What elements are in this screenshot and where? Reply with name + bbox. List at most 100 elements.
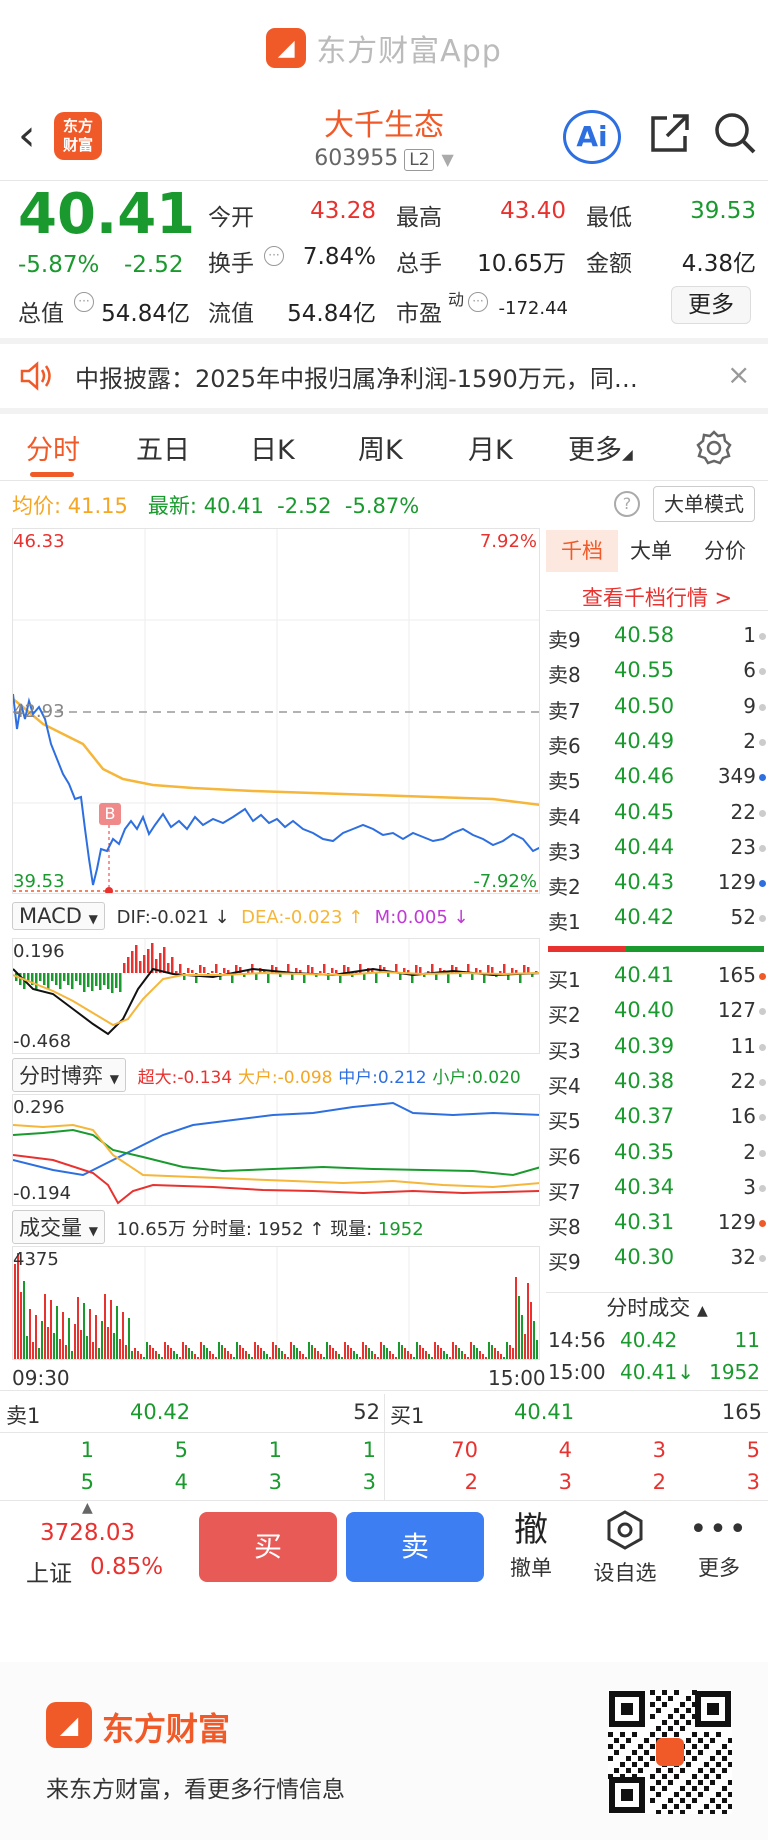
- mktcap-value: 54.84亿: [101, 301, 190, 327]
- search-icon[interactable]: [710, 108, 760, 158]
- bid-level-label: 买7: [548, 1179, 581, 1204]
- close-icon[interactable]: ×: [727, 358, 751, 391]
- bid-level-row[interactable]: 买3 40.39 11: [548, 1029, 766, 1064]
- macd-chart[interactable]: 0.196 -0.468: [12, 938, 540, 1054]
- bid-level-row[interactable]: 买4 40.38 22: [548, 1064, 766, 1099]
- up-arrow-icon: ▲: [82, 1500, 93, 1516]
- cancel-order-button[interactable]: 撤 撤单: [496, 1508, 566, 1582]
- bid-level-volume: 16: [730, 1104, 756, 1129]
- game-chart[interactable]: 0.296 -0.194: [12, 1094, 540, 1206]
- avg-label: 均价:: [12, 494, 62, 518]
- ask-level-row[interactable]: 卖1 40.42 52: [548, 900, 766, 935]
- tab-more[interactable]: 更多◢: [568, 435, 633, 466]
- tab-big-order[interactable]: 大单: [630, 539, 672, 563]
- bid-level-price: 40.39: [614, 1033, 675, 1058]
- info-icon[interactable]: ···: [468, 292, 488, 312]
- bid-level-row[interactable]: 买5 40.37 16: [548, 1099, 766, 1134]
- bid-level-row[interactable]: 买2 40.40 127: [548, 993, 766, 1028]
- dropdown-caret-icon: ▼: [109, 1072, 119, 1086]
- buy-button[interactable]: 买: [199, 1512, 337, 1582]
- ask-level-volume: 129: [717, 870, 756, 895]
- trade-price: 40.42: [620, 1328, 678, 1352]
- bid-level-row[interactable]: 买6 40.35 2: [548, 1135, 766, 1170]
- bid-level-volume: 165: [717, 963, 756, 987]
- high-label: 最高: [396, 205, 442, 231]
- ask-level-row[interactable]: 卖2 40.43 129: [548, 865, 766, 900]
- bid-level-row[interactable]: 买1 40.41 165: [548, 958, 766, 993]
- ask-level-label: 卖7: [548, 698, 581, 723]
- info-icon[interactable]: ···: [74, 292, 94, 312]
- ai-assistant-button[interactable]: Ai: [563, 110, 621, 164]
- sell-button[interactable]: 卖: [346, 1512, 484, 1582]
- volume-chart[interactable]: 4375: [12, 1246, 540, 1360]
- tab-day-k[interactable]: 日K: [250, 435, 295, 466]
- index-pct[interactable]: 0.85%: [90, 1554, 164, 1580]
- latest-pct: -5.87%: [344, 494, 420, 518]
- tab-week-k[interactable]: 周K: [358, 435, 403, 466]
- game-selector[interactable]: 分时博弈 ▼: [12, 1058, 126, 1092]
- ask-level-volume: 52: [730, 905, 756, 930]
- ask-level-row[interactable]: 卖5 40.46 349: [548, 759, 766, 794]
- cancel-icon: 撤: [514, 1510, 548, 1550]
- intraday-summary: 均价: 41.15 最新: 40.41 -2.52 -5.87%: [12, 490, 419, 520]
- qr-code-icon[interactable]: [608, 1690, 732, 1814]
- tab-intraday[interactable]: 分时: [26, 435, 80, 466]
- open-value: 43.28: [310, 198, 376, 224]
- add-watchlist-button[interactable]: 设自选: [590, 1508, 660, 1587]
- index-value[interactable]: 3728.03: [40, 1520, 136, 1546]
- tab-thousand-level[interactable]: 千档: [546, 530, 618, 572]
- stock-name[interactable]: 大千生态: [324, 108, 444, 143]
- help-icon[interactable]: ?: [614, 491, 640, 517]
- buy-queue-cell: 2: [464, 1470, 478, 1494]
- tab-price-dist[interactable]: 分价: [704, 539, 746, 563]
- notice-bar[interactable]: 中报披露：2025年中报归属净利润-1590万元，同… ×: [0, 344, 768, 408]
- high-value: 43.40: [500, 198, 566, 224]
- ask-level-row[interactable]: 卖4 40.45 22: [548, 795, 766, 830]
- app-title: 东方财富App: [316, 34, 502, 69]
- tab-month-k[interactable]: 月K: [468, 435, 513, 466]
- index-name[interactable]: 上证: [26, 1561, 72, 1587]
- trades-title[interactable]: 分时成交 ▲: [606, 1296, 708, 1320]
- more-quote-button[interactable]: 更多: [671, 286, 751, 324]
- sell-queue-cell: 3: [268, 1470, 282, 1494]
- bid-level-row[interactable]: 买7 40.34 3: [548, 1170, 766, 1205]
- stock-code-row[interactable]: 603955 L2 ▼: [0, 146, 768, 171]
- caret-up-icon: ▲: [696, 1303, 708, 1319]
- ask-level-row[interactable]: 卖7 40.50 9: [548, 689, 766, 724]
- order-dot-icon: [759, 703, 766, 711]
- ask-level-volume: 6: [743, 658, 756, 683]
- stock-code: 603955: [314, 146, 399, 171]
- bid-level-price: 40.30: [614, 1245, 675, 1270]
- bid-level-row[interactable]: 买8 40.31 129: [548, 1205, 766, 1240]
- amount-value: 4.38亿: [681, 251, 756, 277]
- order-dot-icon: [759, 915, 766, 923]
- more-actions-button[interactable]: ••• 更多: [684, 1508, 754, 1582]
- bid-level-row[interactable]: 买9 40.30 32: [548, 1240, 766, 1275]
- bid-level-label: 买8: [548, 1215, 581, 1240]
- view-thousand-levels-link[interactable]: 查看千档行情 >: [581, 586, 733, 610]
- ask-level-row[interactable]: 卖3 40.44 23: [548, 830, 766, 865]
- volume-selector[interactable]: 成交量 ▼: [12, 1210, 105, 1244]
- queue-buy-label: 买1: [390, 1404, 425, 1428]
- action-bar: ▲ 3728.03 上证 0.85% 买 卖 撤 撤单 设自选 ••• 更多: [0, 1500, 768, 1600]
- gear-icon[interactable]: [694, 428, 734, 468]
- pct-axis-top-label: 7.92%: [479, 531, 537, 552]
- buy-queue-cell: 5: [746, 1438, 760, 1462]
- ask-level-row[interactable]: 卖9 40.58 1: [548, 618, 766, 653]
- macd-selector[interactable]: MACD ▼: [12, 902, 105, 930]
- ask-level-row[interactable]: 卖8 40.55 6: [548, 653, 766, 688]
- ask-level-volume: 9: [743, 693, 756, 718]
- game-y-top: 0.296: [13, 1097, 65, 1118]
- price-chart[interactable]: B 46.33 42.93 39.53 7.92% -7.92%: [12, 528, 540, 894]
- game-small: 小户:0.020: [432, 1068, 521, 1088]
- big-order-mode-button[interactable]: 大单模式: [653, 486, 755, 522]
- ask-level-row[interactable]: 卖6 40.49 2: [548, 724, 766, 759]
- order-dot-icon: [759, 1184, 766, 1192]
- buy-marker[interactable]: B: [99, 803, 121, 825]
- ask-level-price: 40.44: [614, 834, 675, 859]
- back-chevron-icon[interactable]: ‹: [18, 110, 36, 161]
- tab-five-day[interactable]: 五日: [136, 435, 190, 466]
- info-icon[interactable]: ···: [264, 246, 284, 266]
- mktcap-label: 总值: [18, 301, 64, 327]
- share-icon[interactable]: [645, 108, 695, 158]
